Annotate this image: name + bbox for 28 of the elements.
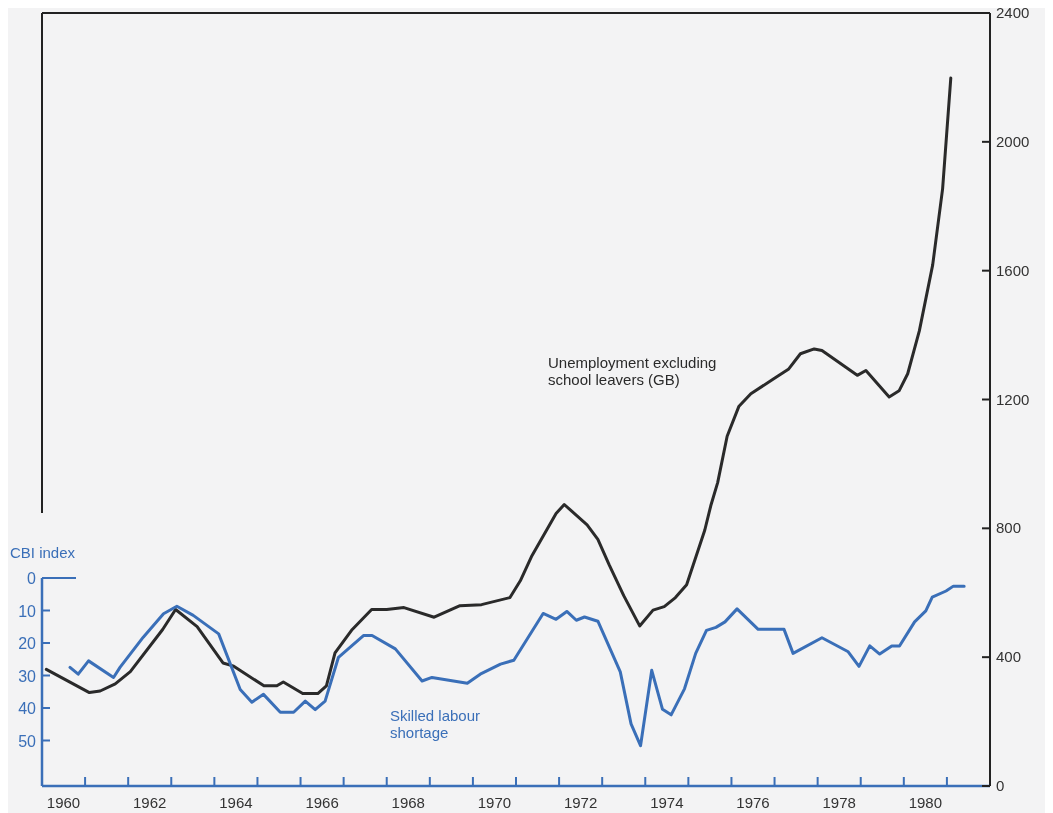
x-tick-label: 1964	[219, 794, 253, 811]
y2-tick-label: 400	[996, 648, 1022, 666]
x-tick-label: 1960	[46, 794, 81, 811]
x-tick-label: 1962	[133, 794, 167, 811]
y-tick-label: 50	[18, 732, 37, 750]
x-tick-label: 1980	[908, 794, 943, 811]
y-tick-label: 0	[27, 570, 37, 587]
y2-tick-label: 1600	[996, 261, 1030, 279]
x-tick-label: 1974	[650, 794, 684, 811]
series-label: Skilled labour shortage	[390, 707, 481, 741]
x-tick-label: 1968	[391, 794, 425, 811]
x-tick-label: 1972	[563, 794, 598, 811]
y-tick-label: 10	[18, 602, 37, 620]
y2-tick-label: 2000	[996, 132, 1030, 150]
y-tick-label: 30	[18, 667, 37, 685]
y2-tick-label: 800	[996, 519, 1022, 537]
y2-tick-label: 1200	[996, 390, 1030, 408]
line-series	[68, 584, 966, 748]
y2-tick-label: 0	[996, 777, 1005, 794]
y-tick-label: 20	[18, 635, 37, 652]
series-label: Unemployment excluding school leavers (GB)	[548, 354, 717, 388]
x-tick-label: 1976	[736, 794, 770, 811]
y-tick-label: 40	[18, 700, 37, 717]
x-tick-label: 1966	[305, 794, 339, 811]
x-tick-label: 1970	[477, 794, 512, 811]
y-axis-title: CBI index	[10, 544, 76, 561]
y2-tick-label: 2400	[996, 4, 1030, 21]
x-tick-label: 1978	[822, 794, 856, 811]
